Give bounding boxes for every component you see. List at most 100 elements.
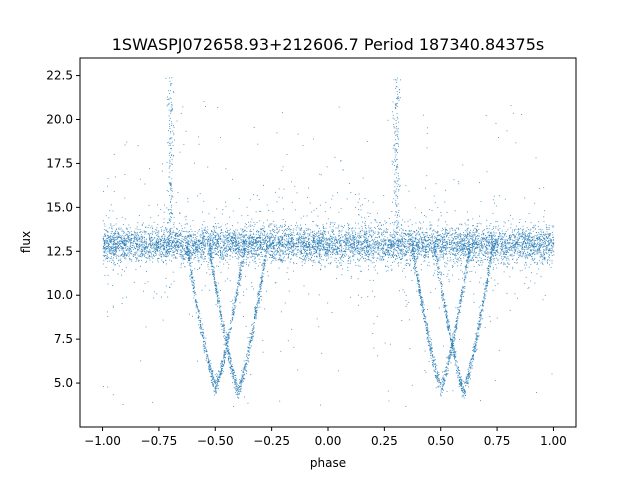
data-point: [151, 232, 153, 234]
data-point: [543, 237, 545, 239]
data-point: [181, 245, 183, 246]
data-point: [273, 258, 275, 259]
data-point: [236, 250, 238, 252]
data-point: [269, 253, 271, 255]
data-point: [281, 226, 283, 228]
data-point: [434, 240, 436, 242]
data-point: [237, 244, 239, 246]
data-point: [358, 248, 360, 250]
data-point: [121, 229, 123, 231]
data-point: [390, 256, 392, 258]
data-point: [244, 223, 246, 225]
data-point: [492, 238, 494, 240]
data-point: [488, 237, 490, 238]
data-point: [203, 261, 205, 263]
data-point: [359, 241, 361, 243]
data-point: [155, 232, 157, 234]
data-point: [322, 243, 324, 245]
data-point: [422, 237, 424, 239]
data-point: [460, 240, 461, 242]
data-point: [294, 243, 296, 244]
data-point: [465, 235, 467, 237]
data-point: [551, 231, 553, 233]
data-point: [276, 243, 278, 245]
data-point: [106, 240, 108, 242]
data-point: [538, 233, 540, 235]
data-point: [249, 251, 251, 253]
data-point: [478, 237, 479, 239]
data-point: [378, 252, 380, 254]
data-point: [356, 240, 358, 242]
data-point: [276, 227, 278, 229]
data-point: [429, 228, 431, 229]
data-point: [389, 240, 391, 242]
data-point: [390, 236, 392, 237]
data-point: [270, 224, 272, 226]
data-point: [327, 247, 328, 249]
data-point: [319, 255, 321, 257]
data-point: [203, 242, 204, 244]
data-point: [152, 247, 154, 249]
data-point: [235, 240, 237, 242]
data-point: [363, 236, 365, 238]
data-point: [226, 250, 228, 252]
data-point: [240, 240, 242, 242]
data-point: [388, 245, 390, 246]
data-point: [193, 249, 195, 251]
data-point: [365, 235, 367, 237]
data-point: [371, 250, 373, 252]
data-point: [111, 259, 113, 261]
data-point: [208, 254, 210, 256]
data-point: [428, 246, 430, 248]
data-point: [517, 240, 519, 241]
data-point: [338, 234, 340, 236]
data-point: [310, 251, 312, 253]
data-point: [226, 223, 228, 225]
data-point: [245, 239, 246, 241]
data-point: [409, 243, 411, 245]
data-point: [278, 241, 280, 243]
data-point: [441, 237, 443, 239]
data-point: [245, 256, 247, 258]
data-point: [250, 247, 252, 248]
data-point: [126, 243, 128, 245]
data-point: [365, 257, 367, 259]
data-point: [387, 246, 389, 248]
data-point: [374, 231, 376, 233]
data-point: [250, 244, 252, 246]
data-point: [169, 245, 171, 247]
data-point: [529, 255, 531, 257]
data-point: [140, 240, 142, 242]
data-point: [527, 255, 529, 257]
data-point: [430, 249, 432, 251]
data-point: [380, 239, 382, 241]
data-point: [103, 247, 105, 249]
data-point: [248, 253, 250, 255]
data-point: [530, 250, 532, 252]
data-point: [473, 249, 475, 251]
data-point: [303, 241, 305, 243]
data-point: [208, 235, 210, 237]
data-point: [551, 240, 553, 242]
data-point: [279, 257, 281, 259]
data-point: [382, 258, 384, 260]
data-point: [212, 241, 214, 243]
data-point: [268, 247, 270, 249]
data-point: [186, 231, 188, 233]
data-point: [500, 257, 502, 259]
data-point: [259, 239, 261, 241]
data-point: [167, 255, 169, 257]
data-point: [468, 241, 470, 243]
data-point: [362, 242, 364, 244]
data-point: [185, 230, 187, 232]
data-point: [167, 231, 169, 233]
data-point: [341, 239, 343, 241]
data-point: [445, 221, 447, 223]
data-point: [489, 249, 491, 251]
data-point: [318, 249, 320, 251]
data-point: [495, 239, 497, 241]
data-point: [357, 253, 359, 255]
data-point: [295, 225, 296, 227]
data-point: [416, 253, 418, 255]
data-point: [132, 242, 134, 244]
